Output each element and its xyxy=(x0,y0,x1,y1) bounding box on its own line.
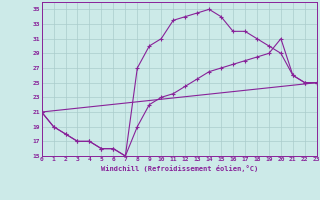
X-axis label: Windchill (Refroidissement éolien,°C): Windchill (Refroidissement éolien,°C) xyxy=(100,165,258,172)
